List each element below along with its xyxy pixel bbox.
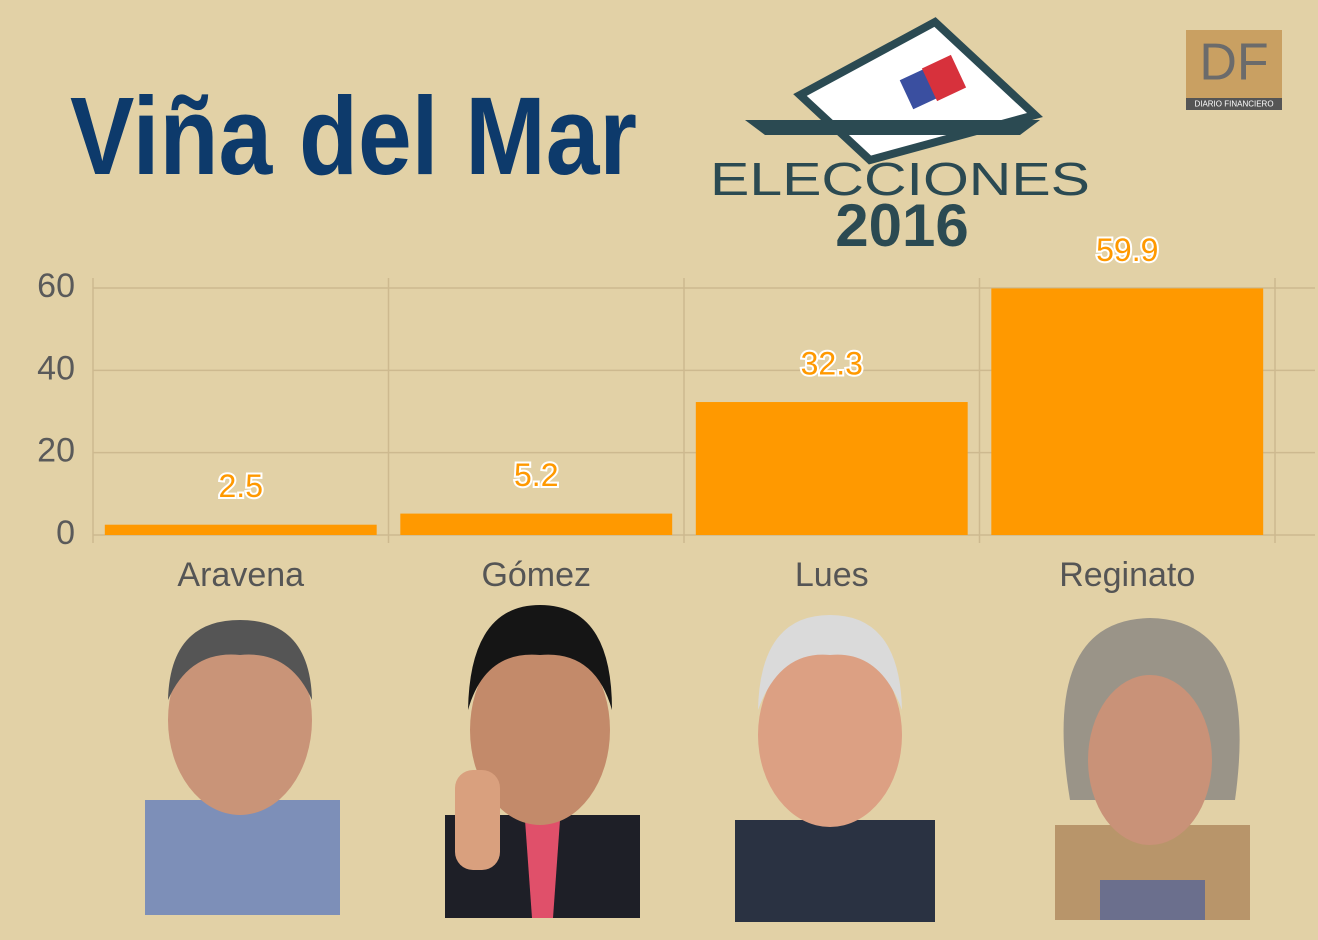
value-label: 2.5 — [219, 468, 263, 504]
x-tick-label: Lues — [795, 556, 869, 594]
y-tick-label: 40 — [37, 349, 75, 387]
brand-bar — [1186, 98, 1282, 110]
ballot-logo — [745, 17, 1043, 165]
chart-title: Viña del Mar — [70, 75, 637, 198]
logo-year: 2016 — [835, 192, 968, 259]
y-tick-label: 60 — [37, 267, 75, 305]
value-label: 32.3 — [801, 345, 863, 381]
brand-box — [1186, 30, 1282, 110]
bar — [991, 288, 1264, 535]
value-label: 5.2 — [514, 457, 558, 493]
bar — [695, 402, 968, 535]
x-tick-label: Gómez — [481, 556, 591, 594]
brand-name: DIARIO FINANCIERO — [1194, 100, 1273, 109]
bar — [104, 524, 377, 535]
x-tick-label: Reginato — [1059, 556, 1195, 594]
bar — [400, 513, 673, 535]
y-tick-label: 0 — [56, 514, 75, 552]
brand-mark: DF — [1199, 34, 1268, 92]
logo-word: ELECCIONES — [710, 153, 1090, 205]
x-tick-label: Aravena — [177, 556, 304, 594]
portraits — [145, 605, 1250, 922]
y-tick-label: 20 — [37, 432, 75, 470]
value-label: 59.9 — [1096, 232, 1158, 268]
